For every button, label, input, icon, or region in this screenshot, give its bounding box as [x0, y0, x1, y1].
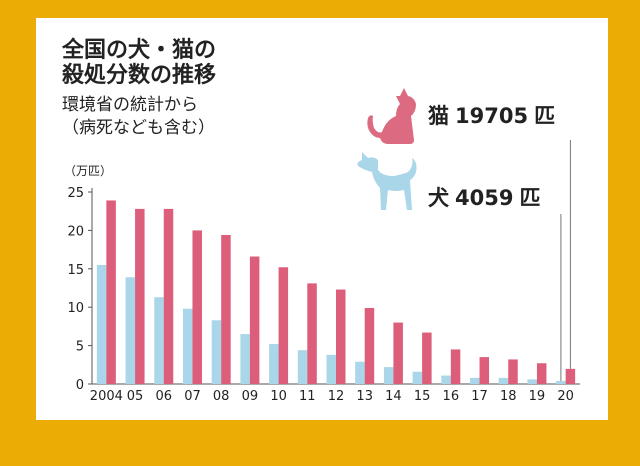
cat-callout-unit: 匹 [534, 104, 556, 128]
cat-bar [393, 322, 403, 384]
dog-callout-value: 4059 [455, 186, 514, 210]
dog-bar [355, 361, 365, 384]
dog-bar [326, 354, 336, 384]
cat-bar [163, 208, 174, 384]
cat-bar [422, 332, 432, 384]
y-tick-label: 0 [76, 378, 84, 393]
dog-bar [527, 379, 537, 384]
x-tick-label: 06 [155, 389, 172, 404]
cat-bar [307, 283, 317, 384]
cat-callout-species: 猫 [428, 104, 449, 128]
x-tick-label: 11 [299, 389, 316, 404]
cat-count-callout: 猫 19705 匹 [428, 100, 561, 130]
cat-bar [135, 208, 145, 384]
cat-bar [249, 256, 260, 384]
x-tick-label: 19 [529, 389, 546, 404]
cat-bar [565, 368, 576, 384]
cat-silhouette-icon [367, 88, 416, 144]
subtitle-line-1: 環境省の統計から [62, 95, 198, 115]
dog-bar [441, 375, 451, 384]
dog-callout-species: 犬 [428, 186, 449, 210]
y-tick-label: 5 [76, 340, 84, 355]
x-tick-label: 16 [443, 389, 460, 404]
dog-callout-unit: 匹 [519, 186, 541, 210]
title-line-2: 殺処分数の推移 [62, 63, 217, 88]
dog-bar [297, 350, 308, 384]
cat-callout-value: 19705 [455, 104, 529, 128]
x-tick-label: 08 [213, 389, 230, 404]
cat-bar [364, 307, 375, 384]
cat-bar [106, 200, 116, 384]
cat-bar [336, 289, 346, 384]
cat-bar [221, 235, 231, 384]
cat-bar [536, 363, 547, 384]
x-tick-label: 15 [414, 389, 431, 404]
x-tick-label: 18 [500, 389, 517, 404]
dog-silhouette-icon [357, 152, 417, 210]
title-line-1: 全国の犬・猫の [62, 38, 217, 63]
dog-bar [240, 334, 250, 384]
dog-bar [498, 377, 509, 384]
dog-bar [556, 380, 566, 384]
cat-bar [479, 357, 490, 384]
cat-bar [192, 230, 202, 384]
y-tick-label: 15 [67, 263, 84, 278]
x-tick-label: 10 [270, 389, 287, 404]
x-tick-label: 05 [127, 389, 144, 404]
y-tick-label: 25 [67, 186, 84, 201]
x-tick-label: 09 [242, 389, 259, 404]
subtitle-line-2: （病死なども含む） [62, 118, 215, 138]
x-tick-label: 2004 [90, 389, 123, 404]
chart-title: 全国の犬・猫の 殺処分数の推移 [62, 38, 216, 88]
dog-bar [211, 320, 222, 384]
x-tick-label: 20 [557, 389, 574, 404]
chart-subtitle: 環境省の統計から （病死なども含む） [62, 94, 215, 140]
y-tick-label: 10 [67, 301, 84, 316]
x-tick-label: 14 [385, 389, 402, 404]
dog-bar [154, 297, 164, 384]
cat-bar [278, 267, 289, 384]
dog-bar [470, 377, 480, 384]
dog-bar [96, 264, 107, 384]
dog-bar [412, 371, 423, 384]
y-tick-label: 20 [67, 224, 84, 239]
dog-bar [269, 344, 279, 384]
cat-bar [508, 359, 518, 384]
dog-bar [125, 277, 136, 384]
cat-bar [450, 349, 461, 384]
x-tick-label: 13 [356, 389, 373, 404]
x-tick-label: 07 [184, 389, 201, 404]
dog-bar [182, 308, 193, 384]
x-tick-label: 17 [471, 389, 488, 404]
dog-count-callout: 犬 4059 匹 [428, 182, 546, 212]
dog-bar [383, 367, 394, 384]
y-axis-unit-label: （万匹） [64, 164, 113, 178]
x-tick-label: 12 [328, 389, 345, 404]
